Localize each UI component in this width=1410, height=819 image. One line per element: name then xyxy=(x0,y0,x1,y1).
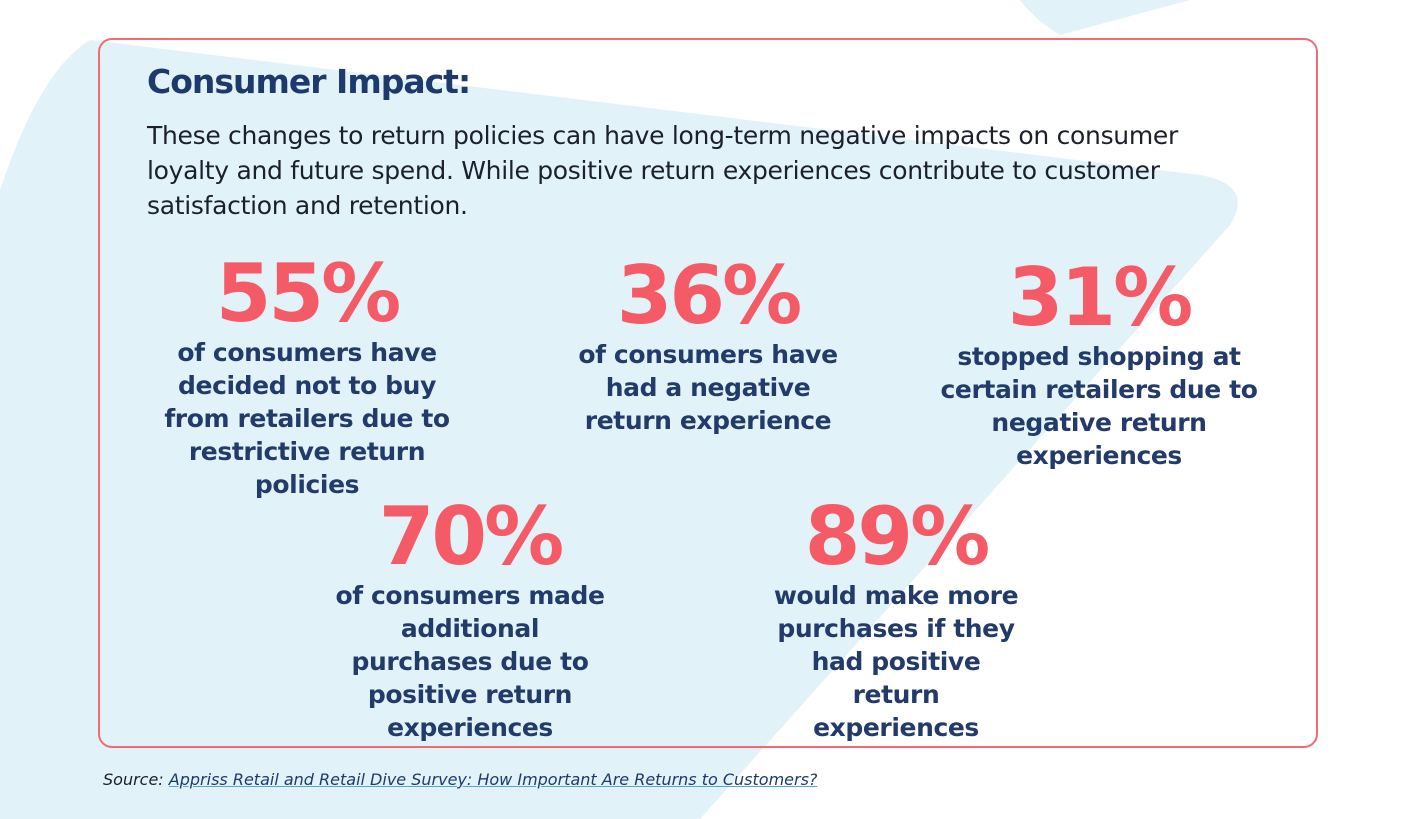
stat-value: 89% xyxy=(804,490,990,583)
stat-value: 31% xyxy=(1007,251,1193,344)
stat-label: would make more purchases if they had po… xyxy=(773,581,1019,742)
background-shape-top-right xyxy=(1020,0,1190,35)
source-link[interactable]: Appriss Retail and Retail Dive Survey: H… xyxy=(168,770,818,789)
stat-value: 55% xyxy=(215,247,401,340)
source-prefix: Source: xyxy=(103,770,164,789)
stat-label: of consumers have had a negative return … xyxy=(578,340,838,435)
background-shape-main xyxy=(0,40,1238,819)
stat-31: 31% stopped shopping at certain retailer… xyxy=(908,258,1290,472)
stat-55: 55% of consumers have decided not to buy… xyxy=(138,254,476,501)
impact-card xyxy=(98,38,1318,748)
source-citation: Source: Appriss Retail and Retail Dive S… xyxy=(103,770,817,789)
stat-70: 70% of consumers made additional purchas… xyxy=(325,497,615,744)
intro-paragraph: These changes to return policies can hav… xyxy=(147,121,1178,220)
stat-value: 70% xyxy=(378,490,564,583)
stat-label: stopped shopping at certain retailers du… xyxy=(940,342,1258,470)
stat-89: 89% would make more purchases if they ha… xyxy=(765,497,1027,744)
stat-label: of consumers made additional purchases d… xyxy=(335,581,605,742)
stat-36: 36% of consumers have had a negative ret… xyxy=(558,256,858,437)
stat-value: 36% xyxy=(616,249,802,342)
section-heading: Consumer Impact: xyxy=(147,62,471,101)
stat-label: of consumers have decided not to buy fro… xyxy=(164,338,450,499)
